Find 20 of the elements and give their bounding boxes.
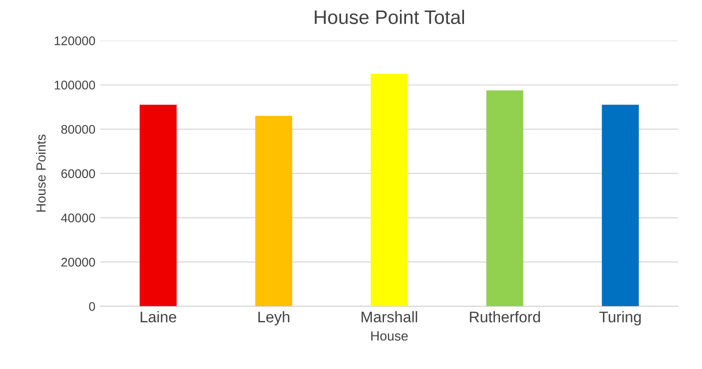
chart-title: House Point Total bbox=[314, 10, 464, 24]
y-tick-label: 0 bbox=[89, 302, 96, 311]
bar bbox=[602, 104, 639, 306]
bar bbox=[140, 104, 177, 306]
bar bbox=[255, 116, 292, 306]
x-tick-label: Rutherford bbox=[470, 311, 540, 322]
x-tick-label: Marshall bbox=[362, 311, 418, 322]
y-tick-label: 100000 bbox=[54, 80, 96, 90]
y-tick-label: 60000 bbox=[61, 169, 96, 178]
x-axis-title: House bbox=[371, 331, 408, 341]
y-axis-title: House Points bbox=[36, 134, 46, 212]
bar bbox=[486, 90, 524, 306]
bar bbox=[370, 74, 408, 306]
x-tick-label: Laine bbox=[140, 311, 176, 322]
y-tick-label: 120000 bbox=[54, 36, 96, 46]
x-tick-label: Leyh bbox=[258, 311, 290, 326]
x-tick-label: Turing bbox=[599, 311, 641, 326]
y-tick-label: 20000 bbox=[61, 258, 96, 267]
y-tick-label: 40000 bbox=[61, 214, 96, 222]
y-tick-label: 80000 bbox=[61, 124, 96, 134]
